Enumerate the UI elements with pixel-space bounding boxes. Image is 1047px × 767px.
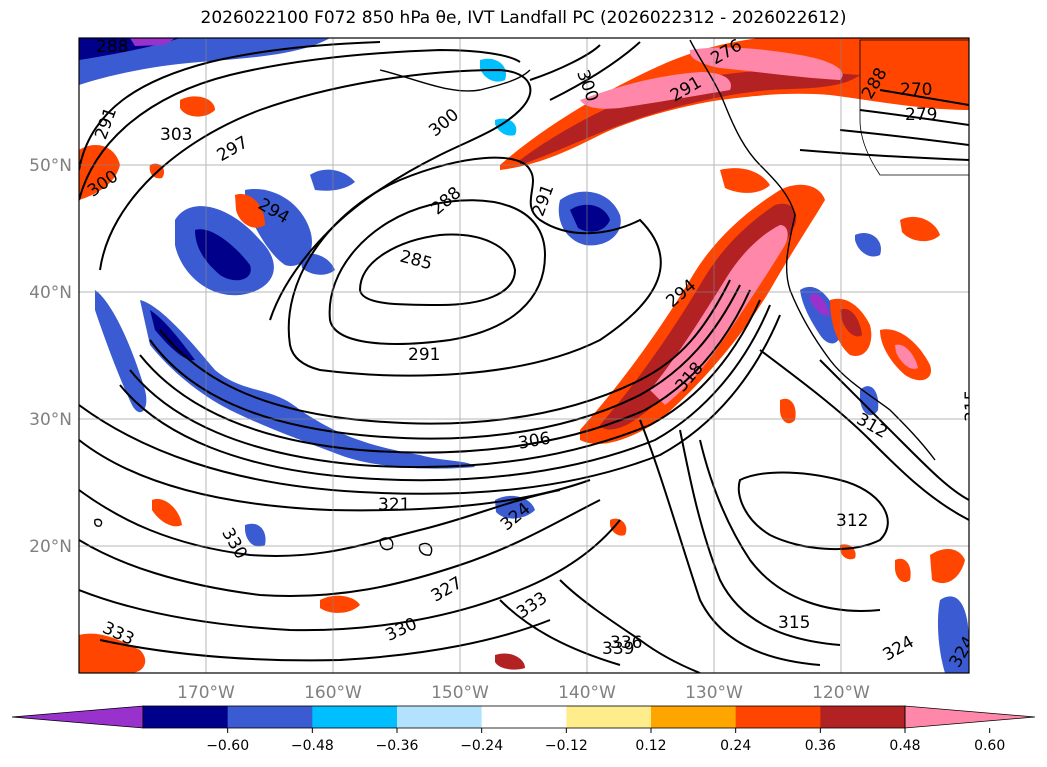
- colorbar-tick-label: −0.24: [460, 738, 503, 754]
- colorbar-segment: [735, 706, 821, 728]
- latitude-labels: 50°N 40°N 30°N 20°N: [29, 156, 72, 557]
- longitude-labels: 170°W 160°W 150°W 140°W 130°W 120°W: [177, 683, 870, 703]
- theta-e-contours: [79, 41, 969, 673]
- colorbar-segment: [651, 706, 737, 728]
- colorbar-tick-label: 0.24: [720, 738, 751, 754]
- lon-label: 150°W: [431, 683, 489, 703]
- colorbar-extend-high: [904, 705, 1036, 729]
- gridlines: [79, 38, 969, 673]
- contour-label: 279: [905, 105, 937, 125]
- colorbar-tick-label: −0.60: [206, 738, 249, 754]
- lon-label: 160°W: [304, 683, 362, 703]
- colorbar-tick-label: 0.36: [805, 738, 836, 754]
- contour-label: 270: [900, 80, 932, 100]
- colorbar-segment: [481, 706, 567, 728]
- colorbar: −0.60 −0.48 −0.36 −0.24 −0.12 0.12 0.24 0.36 0.4…: [11, 705, 1036, 754]
- colorbar-segment: [312, 706, 398, 728]
- positive-shading: [79, 38, 969, 673]
- lon-label: 170°W: [177, 683, 235, 703]
- contour-label: 339: [602, 639, 634, 659]
- coastlines: [94, 39, 969, 556]
- colorbar-segment: [566, 706, 652, 728]
- colorbar-tick-label: 0.12: [635, 738, 666, 754]
- lat-label: 20°N: [29, 537, 72, 557]
- map-plot-area: 288 291 303 297 300 300 294 288 291 285 …: [79, 37, 982, 673]
- contour-label: 312: [836, 511, 868, 531]
- contour-label: 288: [96, 37, 128, 57]
- colorbar-tick-label: −0.12: [545, 738, 588, 754]
- plot-border: [78, 37, 970, 674]
- contour-label: 321: [378, 495, 410, 515]
- contour-label: 315: [778, 613, 810, 633]
- colorbar-extend-low: [11, 705, 144, 729]
- contour-label: 315: [962, 390, 982, 422]
- colorbar-segment: [820, 706, 906, 728]
- lon-label: 130°W: [685, 683, 743, 703]
- negative-shading: [79, 38, 969, 673]
- contour-label: 291: [408, 345, 440, 365]
- colorbar-border: [142, 705, 906, 729]
- colorbar-segment: [227, 706, 313, 728]
- colorbar-tick-label: −0.36: [376, 738, 419, 754]
- contour-label: 303: [160, 125, 192, 145]
- lon-label: 140°W: [558, 683, 616, 703]
- figure-title: 2026022100 F072 850 hPa θe, IVT Landfall…: [200, 8, 847, 28]
- colorbar-segment: [397, 706, 483, 728]
- lat-label: 40°N: [29, 283, 72, 303]
- lon-label: 120°W: [812, 683, 870, 703]
- colorbar-segment: [143, 706, 229, 728]
- lat-label: 50°N: [29, 156, 72, 176]
- colorbar-tick-label: 0.60: [974, 738, 1005, 754]
- contour-label: 336: [610, 633, 642, 653]
- lat-label: 30°N: [29, 410, 72, 430]
- colorbar-tick-label: 0.48: [889, 738, 920, 754]
- colorbar-tick-label: −0.48: [291, 738, 334, 754]
